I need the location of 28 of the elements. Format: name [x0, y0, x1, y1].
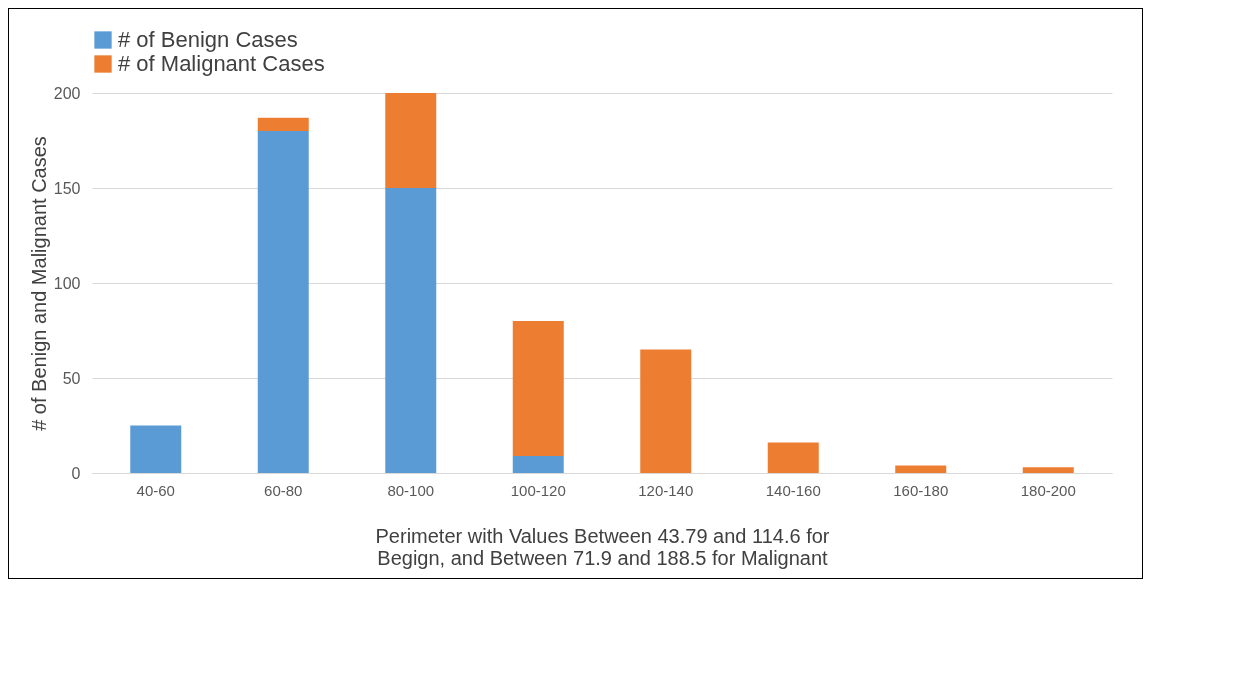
x-tick-label: 60-80 — [264, 481, 303, 499]
y-tick-label: 0 — [71, 464, 81, 482]
bar — [257, 131, 309, 473]
bar — [257, 117, 309, 131]
x-tick-label: 180-200 — [1020, 481, 1076, 499]
x-tick-label: 140-160 — [765, 481, 821, 499]
bar — [512, 455, 564, 473]
y-tick-label: 200 — [53, 84, 81, 102]
x-tick-label: 120-140 — [638, 481, 694, 499]
y-axis-title: # of Benign and Malignant Cases — [27, 136, 50, 431]
legend-label: # of Benign Cases — [118, 27, 298, 52]
x-tick-label: 100-120 — [510, 481, 566, 499]
bar — [895, 465, 947, 473]
bar — [1022, 467, 1074, 473]
x-tick-label: 80-100 — [387, 481, 435, 499]
x-axis-title: Perimeter with Values Between 43.79 and 114.6 for Begign, and Between 71.9 and 188.5 for Malignant — [375, 524, 830, 569]
legend-label: # of Malignant Cases — [118, 51, 325, 76]
bar — [512, 321, 564, 456]
y-tick-label: 150 — [53, 179, 81, 197]
y-tick-label: 50 — [62, 369, 81, 387]
bar — [385, 188, 437, 473]
y-tick-label: 100 — [53, 274, 81, 292]
x-tick-label: 160-180 — [893, 481, 949, 499]
bar — [385, 93, 437, 188]
x-tick-label: 40-60 — [136, 481, 175, 499]
bar — [130, 425, 182, 473]
bar — [640, 349, 692, 473]
bar — [767, 442, 819, 473]
